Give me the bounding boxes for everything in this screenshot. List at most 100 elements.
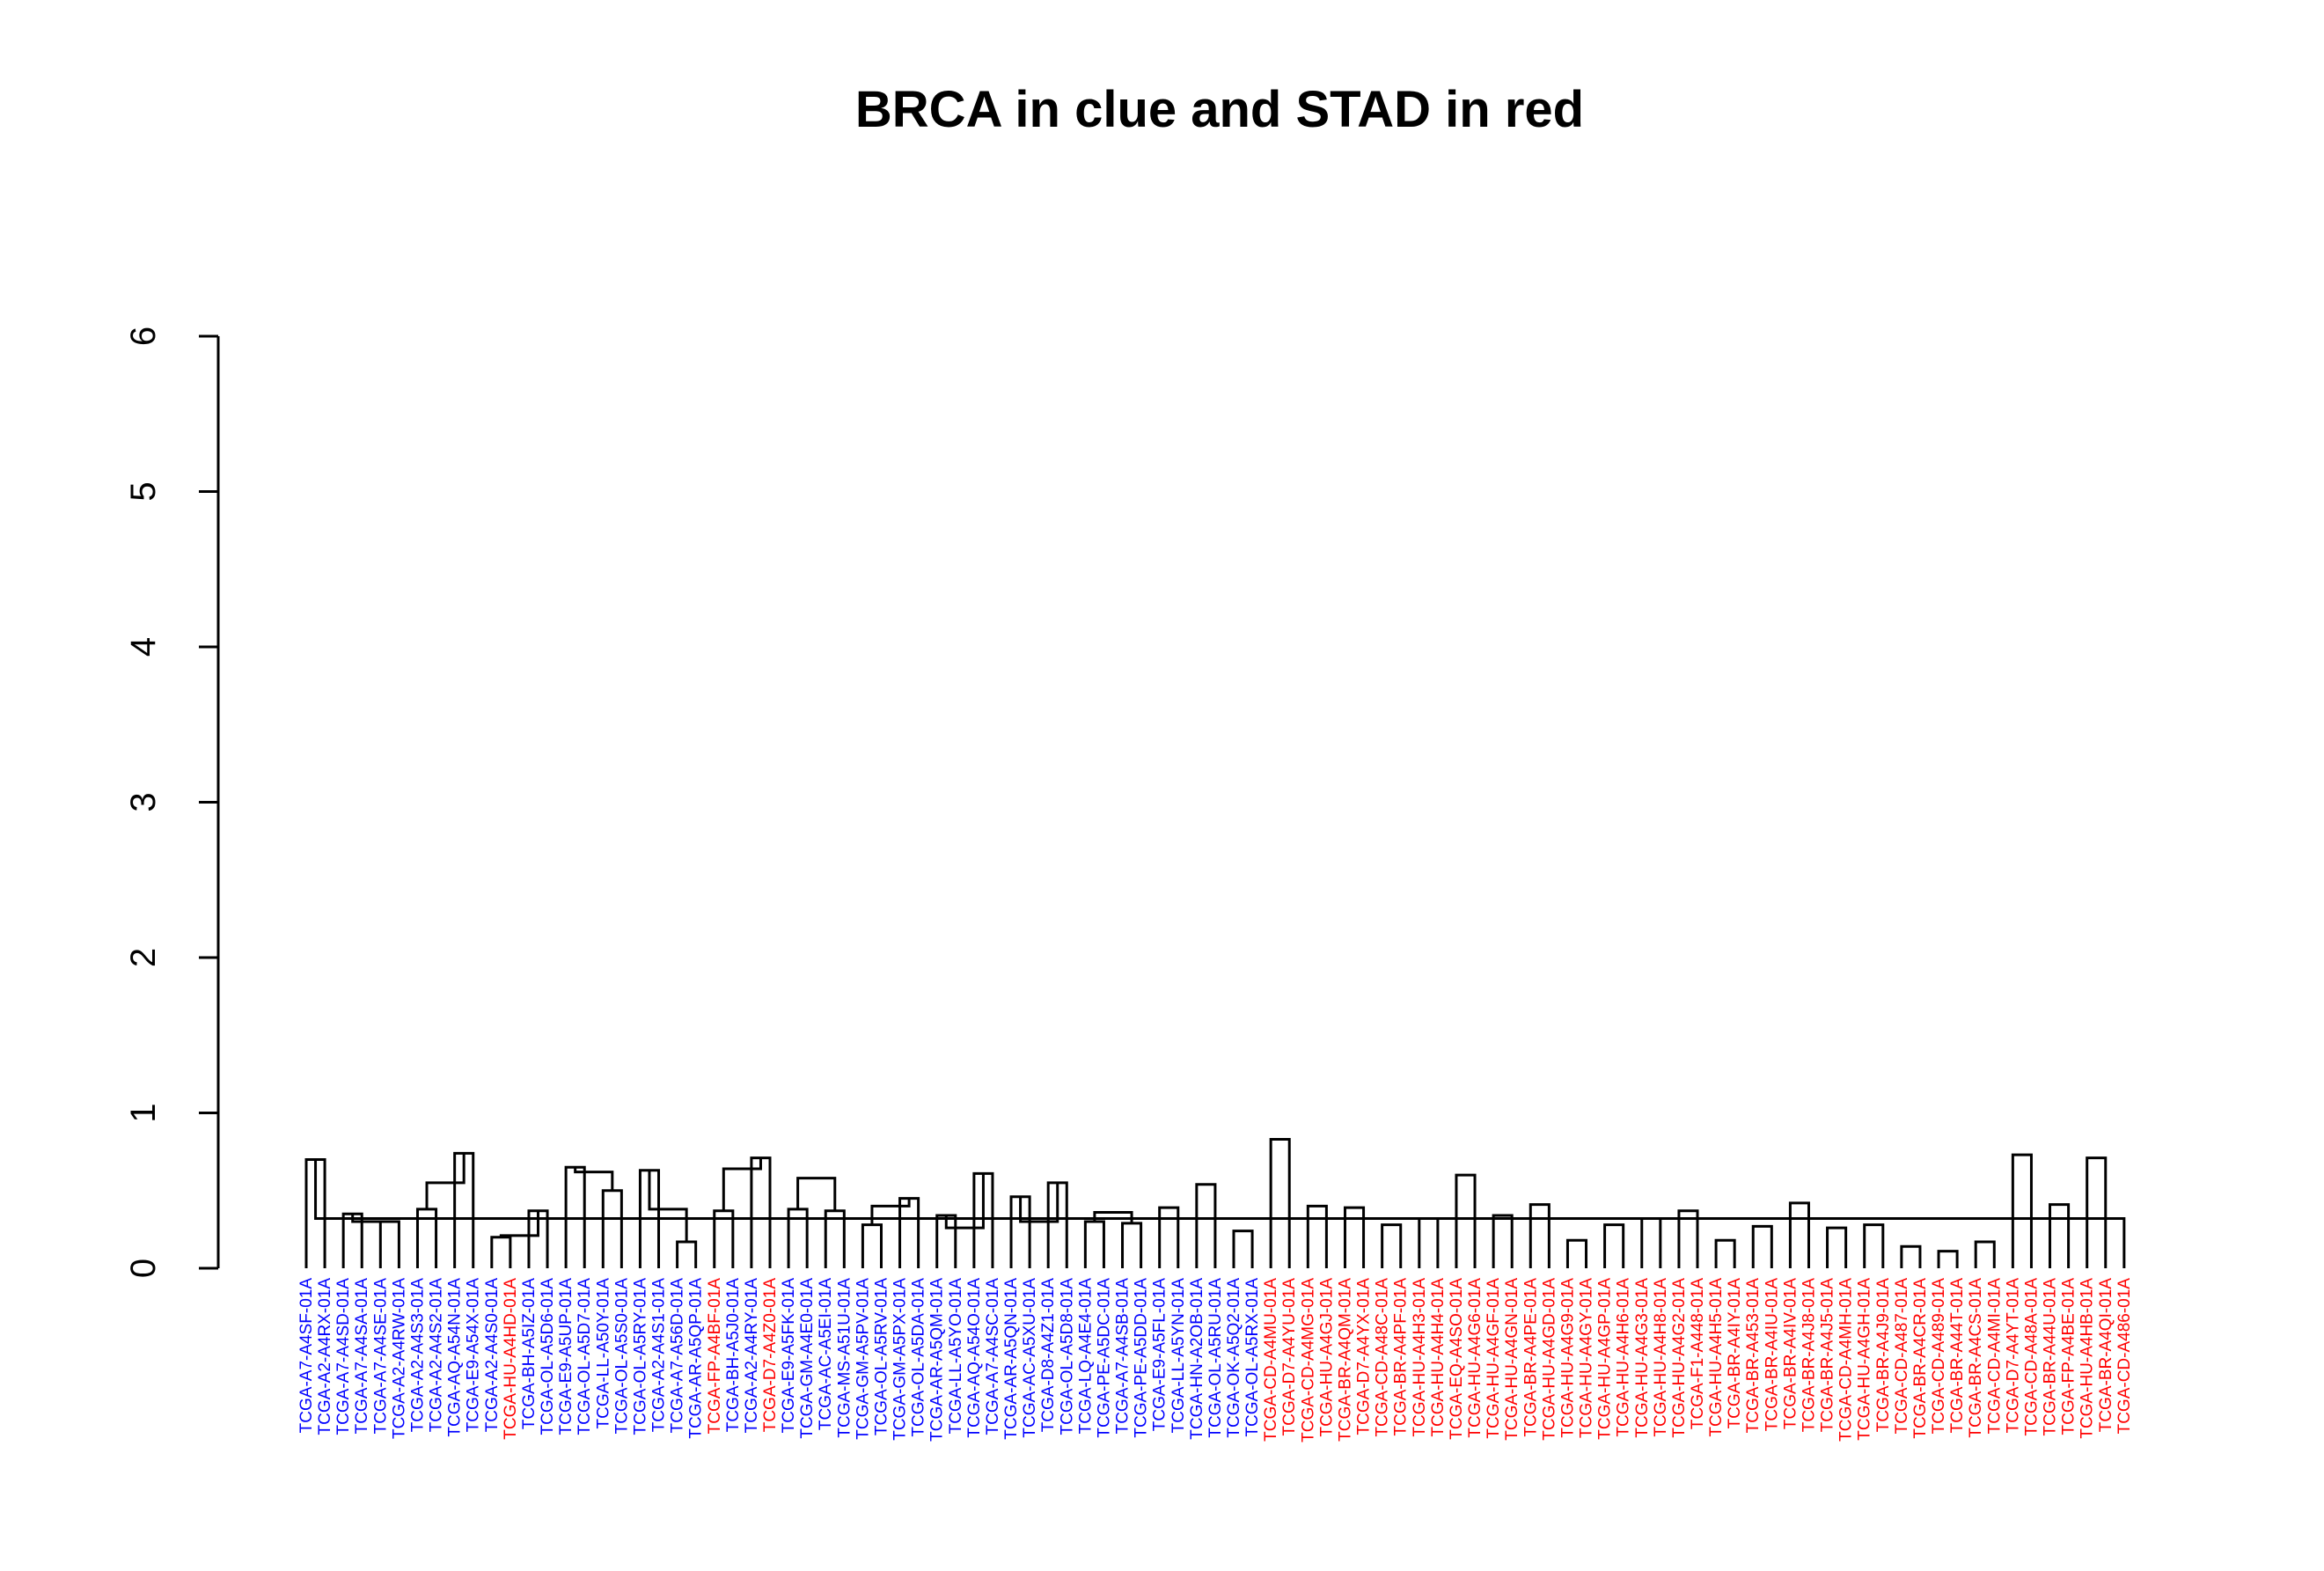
leaf-label: TCGA-GM-A5PV-01A (854, 1278, 872, 1440)
leaf-label: TCGA-D7-A4YT-01A (2004, 1278, 2022, 1434)
leaf-label: TCGA-OL-A5RY-01A (631, 1278, 649, 1435)
leaf-label: TCGA-A2-A4S2-01A (428, 1278, 446, 1433)
dendrogram-link (1900, 1244, 1922, 1268)
leaf-label: TCGA-HU-A4G9-01A (1558, 1278, 1577, 1438)
leaf-label: TCGA-CD-A4MU-01A (1262, 1278, 1280, 1442)
dendrogram-link (527, 1209, 549, 1268)
dendrogram-link (1751, 1224, 1773, 1268)
leaf-label: TCGA-FP-A4BF-01A (706, 1278, 724, 1435)
dendrogram-link (378, 1220, 400, 1268)
dendrogram-link (1788, 1201, 1810, 1268)
dendrogram-link (1232, 1230, 1254, 1268)
leaf-label: TCGA-OK-A5Q2-01A (1225, 1278, 1243, 1438)
leaf-label: TCGA-AR-A5QP-01A (687, 1278, 706, 1439)
leaf-label: TCGA-HU-A4GP-01A (1596, 1278, 1615, 1440)
leaf-label: TCGA-BR-A4IV-01A (1781, 1278, 1800, 1429)
leaf-label: TCGA-AR-A5QN-01A (1002, 1278, 1021, 1440)
leaf-label: TCGA-EQ-A4SO-01A (1448, 1278, 1466, 1440)
dendrogram-link (870, 1198, 911, 1225)
leaf-label: TCGA-HU-A4GD-01A (1540, 1278, 1558, 1441)
leaf-label: TCGA-LQ-A4E4-01A (1076, 1278, 1095, 1435)
y-tick-label: 2 (124, 948, 163, 967)
leaf-label: TCGA-HU-A4H6-01A (1615, 1278, 1633, 1437)
dendrogram-link (1269, 1138, 1291, 1268)
leaf-label: TCGA-CD-A489-01A (1930, 1278, 1948, 1435)
dendrogram-link (861, 1223, 883, 1268)
dendrogram-link (676, 1240, 698, 1268)
leaf-label: TCGA-CD-A48C-01A (1374, 1278, 1392, 1437)
leaf-label: TCGA-BR-A4J9-01A (1874, 1278, 1893, 1433)
leaf-label: TCGA-BR-A4QI-01A (2097, 1278, 2115, 1433)
leaf-label: TCGA-AR-A5QM-01A (928, 1278, 947, 1442)
leaf-label: TCGA-CD-A4MH-01A (1837, 1278, 1856, 1442)
dendrogram-link (1677, 1209, 1699, 1268)
dendrogram-link (722, 1157, 762, 1211)
dendrogram-link (1492, 1214, 1514, 1268)
leaf-label: TCGA-CD-A4MG-01A (1299, 1278, 1317, 1443)
dendrogram-tree (304, 1138, 2126, 1268)
leaf-label: TCGA-BR-A453-01A (1744, 1278, 1763, 1434)
leaf-label: TCGA-CD-A4MI-01A (1985, 1278, 2004, 1435)
y-axis: 0 1 2 3 4 5 6 (124, 327, 220, 1278)
dendrogram-link (314, 1159, 2126, 1268)
leaf-label: TCGA-BR-A4J5-01A (1819, 1278, 1837, 1433)
leaf-label: TCGA-HU-A4HD-01A (502, 1278, 520, 1440)
leaf-label: TCGA-HU-A4H4-01A (1429, 1278, 1448, 1437)
leaf-label: TCGA-GM-A4E0-01A (798, 1278, 817, 1439)
dendrogram-link (944, 1173, 985, 1230)
leaf-label: TCGA-OL-A5RV-01A (872, 1278, 891, 1435)
dendrogram-link (341, 1212, 363, 1268)
dendrogram-link (1121, 1222, 1143, 1268)
leaf-label: TCGA-A7-A4SC-01A (984, 1278, 1002, 1435)
leaf-label: TCGA-HU-A4GJ-01A (1317, 1278, 1336, 1437)
leaf-label: TCGA-LL-A5YN-01A (1169, 1278, 1188, 1434)
leaf-label: TCGA-BR-A4PF-01A (1392, 1278, 1411, 1436)
leaf-label: TCGA-BR-A44U-01A (2042, 1278, 2060, 1436)
leaf-label: TCGA-BR-A4IY-01A (1726, 1278, 1744, 1429)
dendrogram-link (499, 1210, 539, 1237)
leaf-label: TCGA-BH-A5IZ-01A (520, 1278, 539, 1429)
dendrogram-link (2011, 1153, 2033, 1268)
leaf-label: TCGA-OL-A5RX-01A (1243, 1278, 1262, 1437)
leaf-label: TCGA-A2-A4RW-01A (390, 1278, 408, 1439)
leaf-label: TCGA-A7-A4SD-01A (334, 1278, 353, 1435)
dendrogram-link (2086, 1156, 2108, 1268)
leaf-label: TCGA-HU-A4GF-01A (1485, 1278, 1503, 1439)
y-tick-label: 5 (124, 481, 163, 501)
leaf-label: TCGA-A7-A4SF-01A (297, 1278, 316, 1434)
leaf-label: TCGA-CD-A486-01A (2115, 1278, 2134, 1435)
y-tick-label: 3 (124, 792, 163, 811)
leaf-label: TCGA-BR-A4CS-01A (1967, 1278, 1985, 1438)
dendrogram-link (1565, 1238, 1588, 1268)
dendrogram-link (574, 1167, 614, 1191)
dendrogram-link (1093, 1210, 1133, 1223)
leaf-label: TCGA-OL-A5DA-01A (910, 1278, 928, 1437)
dendrogram-link (1158, 1206, 1180, 1268)
leaf-label: TCGA-E9-A54X-01A (465, 1278, 483, 1433)
y-tick-label: 6 (124, 327, 163, 346)
leaf-label: TCGA-OL-A5S0-01A (612, 1278, 631, 1435)
leaf-label: TCGA-D8-A4Z1-01A (1039, 1278, 1058, 1433)
y-tick-label: 0 (124, 1259, 163, 1278)
leaf-label: TCGA-OL-A5D6-01A (539, 1278, 557, 1435)
leaf-label: TCGA-CD-A48A-01A (2022, 1278, 2041, 1436)
leaf-label: TCGA-HU-A4GH-01A (1856, 1278, 1874, 1441)
leaf-label: TCGA-HU-A4H5-01A (1707, 1278, 1726, 1437)
dendrogram-link (1863, 1223, 1885, 1268)
leaf-label: TCGA-D7-A4Z0-01A (761, 1278, 780, 1433)
dendrogram-link (1083, 1220, 1105, 1268)
leaf-label: TCGA-BH-A5J0-01A (724, 1278, 743, 1433)
y-tick-label: 4 (124, 637, 163, 657)
dendrogram-link (601, 1189, 623, 1268)
leaf-label: TCGA-A7-A4SA-01A (353, 1278, 371, 1435)
leaf-label: TCGA-HU-A4H8-01A (1652, 1278, 1670, 1437)
leaf-label: TCGA-A2-A4S3-01A (408, 1278, 427, 1433)
dendrogram-link (898, 1197, 920, 1268)
dendrogram-link (1381, 1223, 1403, 1268)
leaf-label: TCGA-A2-A4S0-01A (483, 1278, 502, 1433)
leaf-label: TCGA-LL-A50Y-01A (594, 1278, 612, 1429)
dendrogram-link (1826, 1226, 1848, 1268)
leaf-label: TCGA-D7-A4YU-01A (1280, 1278, 1299, 1436)
leaf-label: TCGA-FP-A4BE-01A (2060, 1278, 2078, 1435)
leaf-label: TCGA-HN-A2OB-01A (1188, 1278, 1206, 1440)
